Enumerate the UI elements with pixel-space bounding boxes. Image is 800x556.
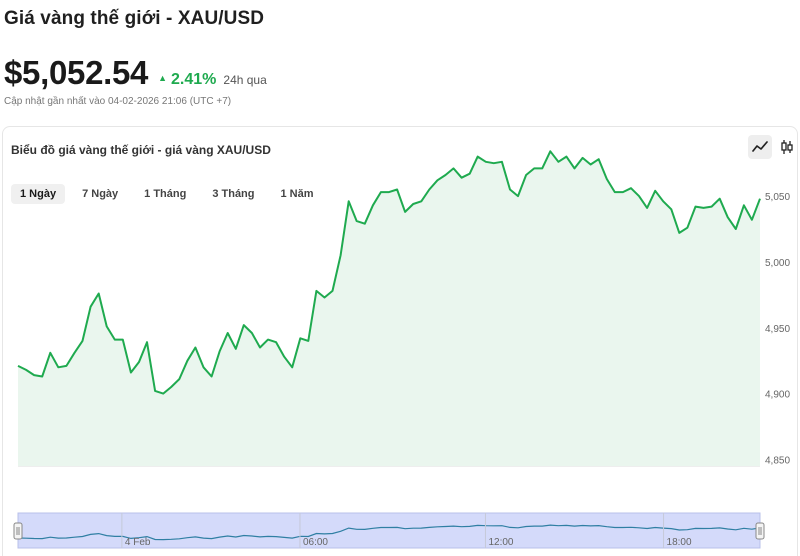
y-tick-label: 4,850: [765, 455, 790, 466]
navigator-time-label: 4 Feb: [125, 537, 151, 548]
navigator-time-label: 18:00: [667, 537, 692, 548]
y-tick-label: 4,900: [765, 390, 790, 401]
navigator-line: [17, 524, 761, 541]
tab-1-month[interactable]: 1 Tháng: [144, 188, 187, 200]
candlestick-chart-button[interactable]: [775, 135, 799, 159]
range-tabs: 1 Ngày 7 Ngày 1 Tháng 3 Tháng 1 Năm: [11, 184, 331, 204]
tab-1-year[interactable]: 1 Năm: [280, 188, 314, 200]
line-chart-icon: [752, 141, 768, 152]
triangle-up-icon: ▲: [158, 73, 168, 83]
tab-7-days[interactable]: 7 Ngày: [82, 188, 119, 200]
y-tick-label: 5,050: [765, 192, 790, 203]
navigator-time-label: 06:00: [303, 537, 328, 548]
price-change: ▲ 2.41% 24h qua: [158, 71, 267, 89]
page-title: Giá vàng thế giới - XAU/USD: [4, 8, 265, 29]
navigator-handle-left[interactable]: [13, 522, 23, 540]
price-row: $5,052.54 ▲ 2.41% 24h qua: [4, 54, 267, 92]
navigator-handle-right[interactable]: [755, 522, 765, 540]
navigator-time-label: 12:00: [488, 537, 513, 548]
chart-title: Biểu đồ giá vàng thế giới - giá vàng XAU…: [11, 143, 271, 157]
last-updated: Cập nhật gần nhất vào 04-02-2026 21:06 (…: [4, 96, 232, 107]
tab-1-day[interactable]: 1 Ngày: [11, 184, 66, 204]
candlestick-icon: [781, 140, 793, 154]
price-area: [18, 151, 760, 467]
tab-3-months[interactable]: 3 Tháng: [212, 188, 255, 200]
y-tick-label: 5,000: [765, 258, 790, 269]
current-price: $5,052.54: [4, 54, 149, 91]
change-percent: 2.41%: [171, 71, 217, 88]
price-line: [17, 150, 761, 395]
y-tick-label: 4,950: [765, 324, 790, 335]
change-period: 24h qua: [223, 73, 267, 87]
line-chart-button[interactable]: [748, 135, 772, 159]
